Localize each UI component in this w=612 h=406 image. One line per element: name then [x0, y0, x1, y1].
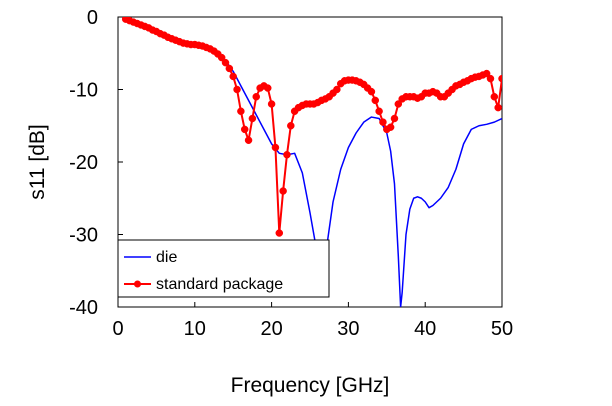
standard-package-point: [225, 64, 234, 73]
standard-package-point: [252, 93, 260, 101]
x-tick-label: 30: [337, 318, 359, 340]
standard-package-point: [498, 74, 502, 83]
y-tick-label: 0: [87, 7, 98, 29]
standard-package-point: [486, 74, 495, 83]
standard-package-point: [482, 69, 491, 78]
standard-package-point: [240, 125, 249, 134]
x-axis-label: Frequency [GHz]: [231, 374, 390, 397]
standard-package-point: [287, 122, 295, 130]
x-tick-label: 10: [184, 318, 206, 340]
standard-package-point: [248, 114, 257, 123]
x-tick-label: 20: [260, 318, 282, 340]
legend-box: [117, 239, 330, 298]
x-tick-label: 50: [491, 318, 513, 340]
standard-package-point: [233, 85, 241, 94]
standard-package-point: [264, 84, 272, 92]
y-tick-label: -30: [69, 225, 98, 247]
standard-package-point: [394, 100, 403, 108]
standard-package-point: [221, 58, 230, 67]
y-tick-label: -20: [69, 152, 98, 174]
standard-package-point: [271, 143, 280, 152]
y-axis-label: s11 [dB]: [26, 124, 49, 200]
series-line-die: [125, 18, 502, 307]
tick-labels: 0 10 20 30 40 50 0 -10 -20 -30 -40: [69, 7, 513, 340]
standard-package-point: [333, 85, 341, 94]
legend: die standard package: [117, 239, 330, 298]
standard-package-point: [494, 103, 502, 112]
y-tick-label: -40: [69, 297, 98, 319]
standard-package-point: [275, 229, 284, 237]
legend-package-marker: [134, 280, 141, 288]
standard-package-point: [267, 100, 276, 108]
standard-package-point: [490, 93, 499, 101]
standard-package-point: [237, 107, 245, 115]
standard-package-point: [283, 151, 291, 159]
x-tick-label: 40: [414, 318, 436, 340]
standard-package-point: [375, 107, 383, 115]
axes: [117, 16, 503, 308]
legend-die-label: die: [156, 249, 177, 266]
standard-package-point: [244, 136, 253, 144]
standard-package-point: [279, 187, 287, 195]
standard-package-point: [217, 53, 226, 62]
series-line-standard-package: [125, 18, 502, 235]
standard-package-point: [390, 114, 399, 123]
standard-package-point: [379, 118, 387, 126]
standard-package-point: [386, 123, 395, 131]
legend-package-label: standard package: [156, 276, 283, 293]
standard-package-point: [371, 96, 380, 105]
standard-package-point: [367, 87, 376, 96]
x-tick-label: 0: [112, 318, 123, 340]
standard-package-point: [229, 72, 237, 81]
series-layer: [121, 17, 502, 307]
y-tick-label: -10: [69, 80, 98, 102]
